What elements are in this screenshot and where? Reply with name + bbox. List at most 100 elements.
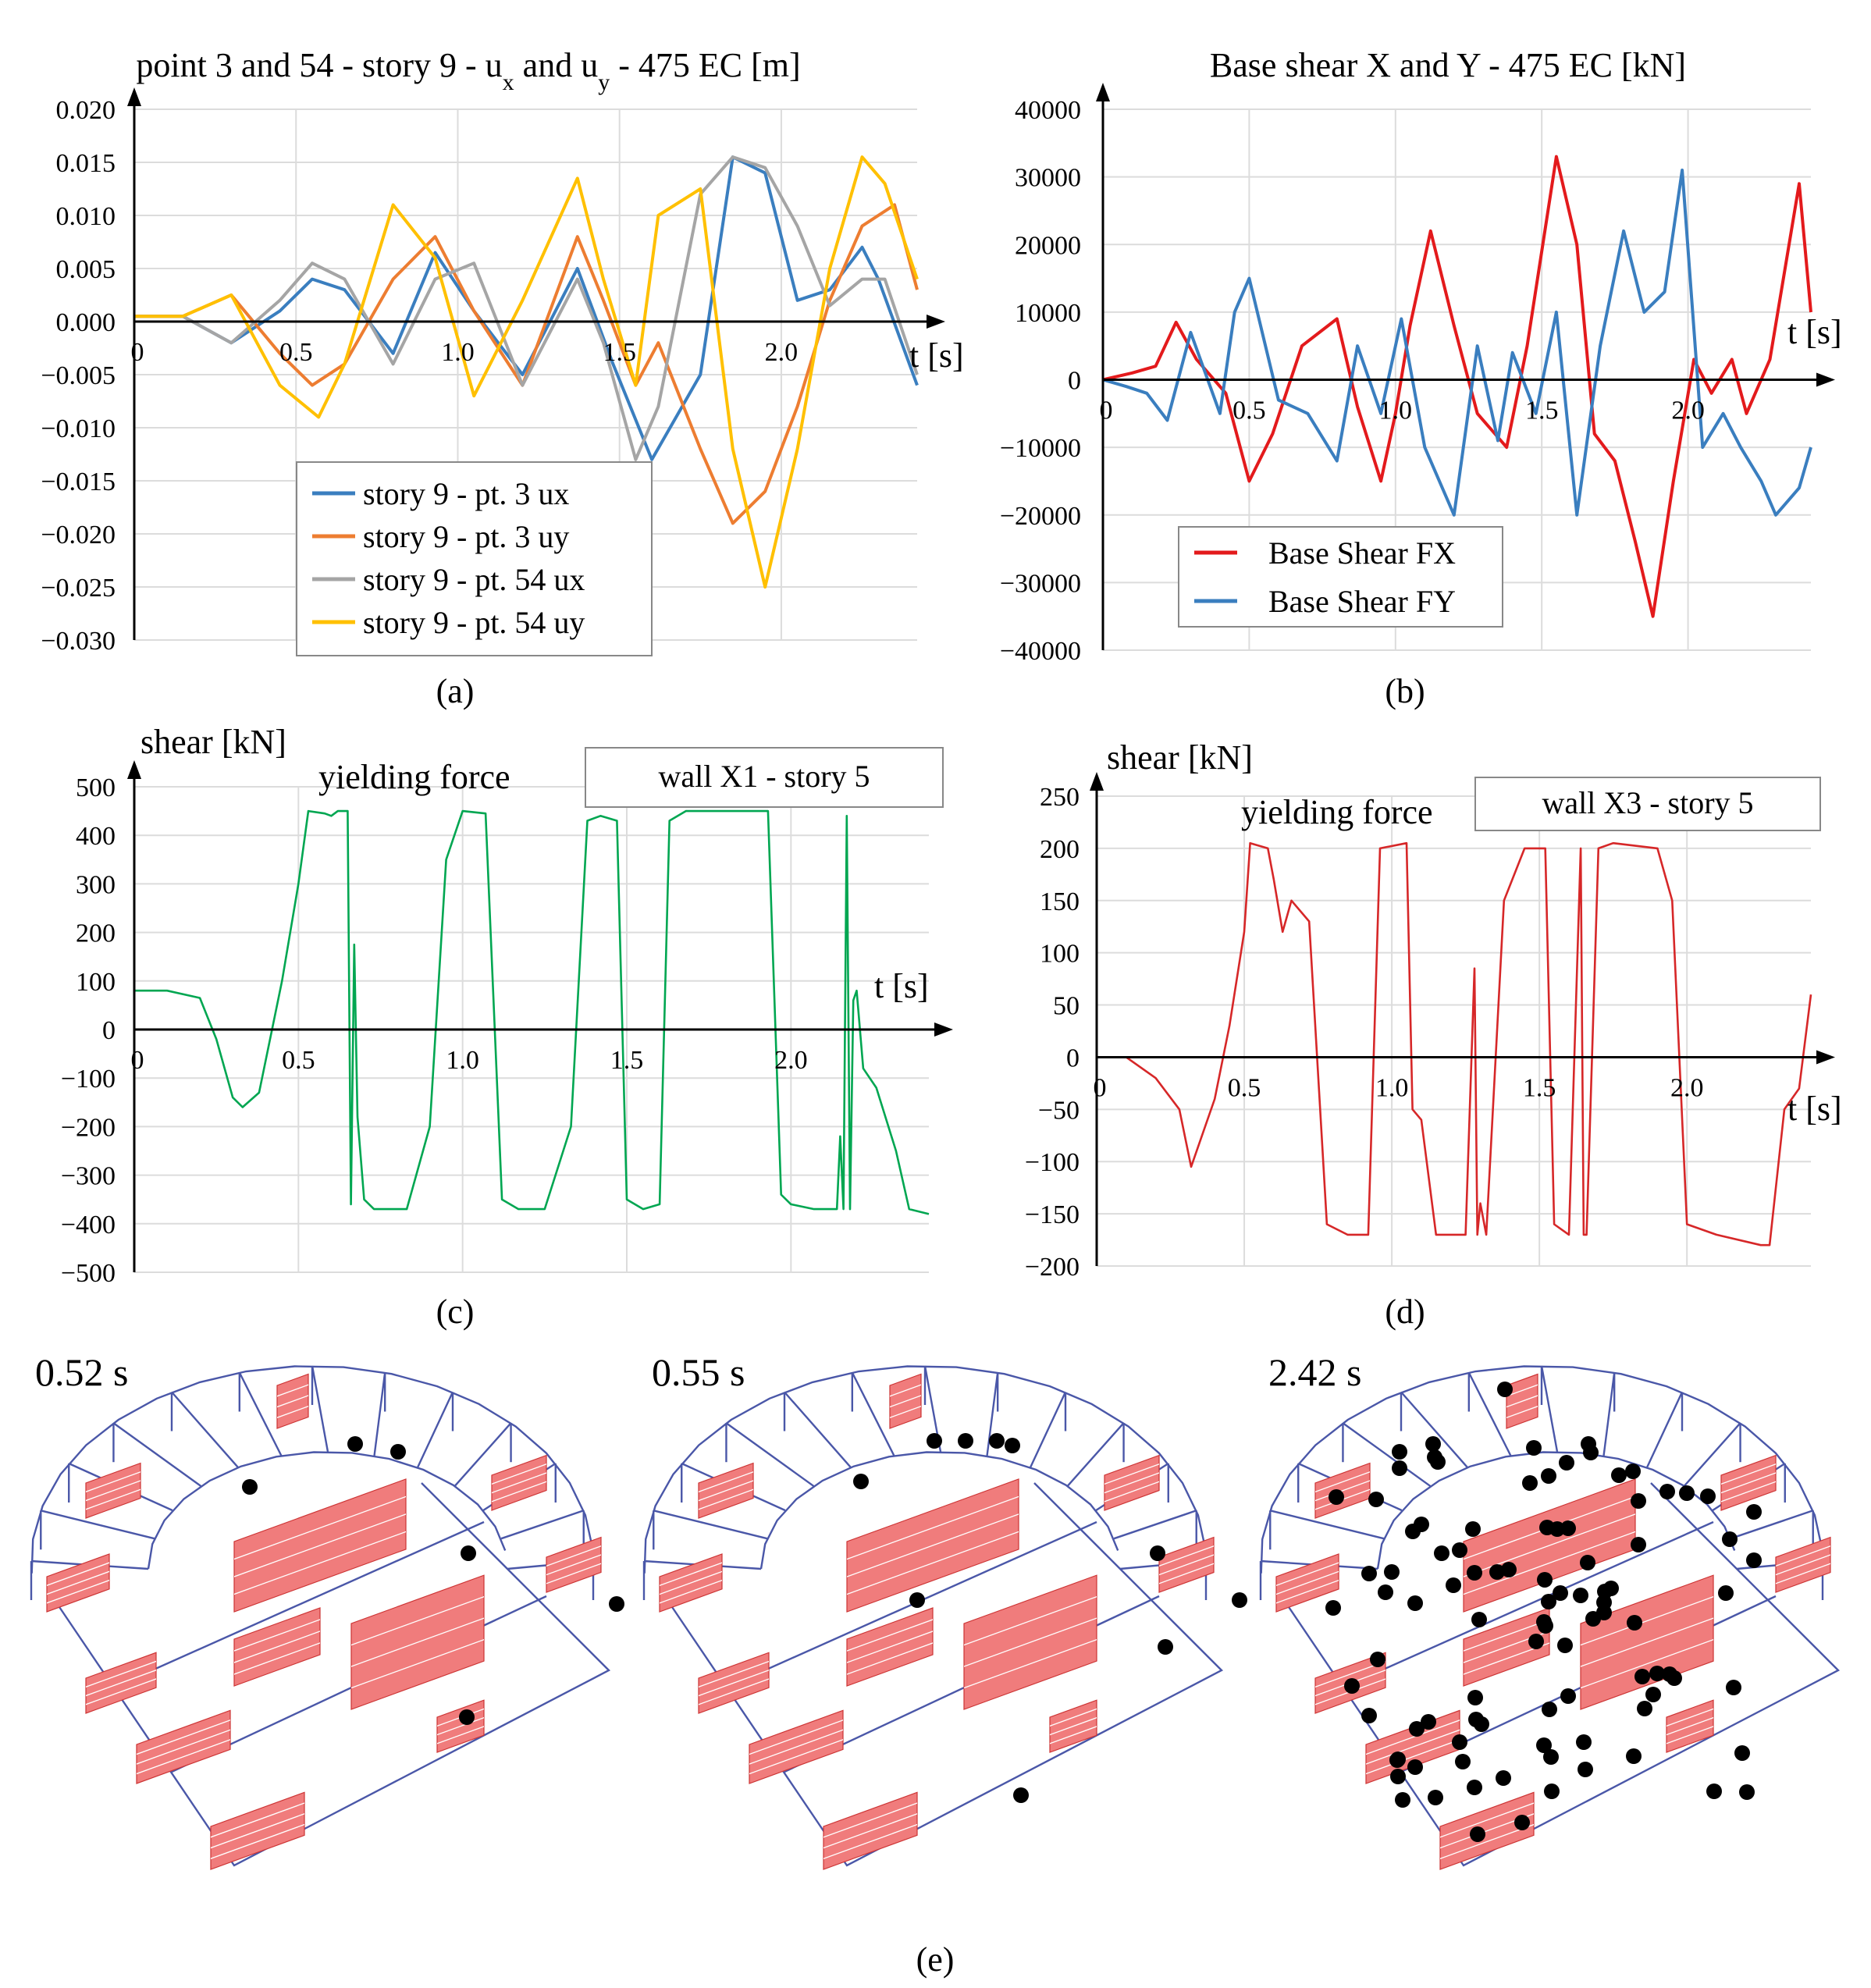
- plastic-hinge: [1662, 1666, 1677, 1682]
- plastic-hinge: [1470, 1826, 1485, 1842]
- plastic-hinge: [1344, 1678, 1360, 1694]
- caption-e: (e): [916, 1940, 955, 1979]
- outer-frame: [30, 1365, 594, 1574]
- chart-a-xlabel: t [s]: [909, 336, 964, 375]
- radial-beam: [500, 1510, 585, 1540]
- plastic-hinge: [1427, 1449, 1442, 1465]
- plastic-hinge: [1395, 1792, 1410, 1808]
- chart-b-legend-label: Base Shear FY: [1268, 584, 1456, 619]
- plastic-hinge: [1489, 1564, 1505, 1580]
- chart-d: 250 200 150 100 50 0 −50 −100 −150 −200 0 0.5 1.0 1.5…: [1025, 738, 1842, 1331]
- plastic-hinge: [1368, 1492, 1384, 1507]
- plastic-hinge: [1746, 1552, 1762, 1568]
- shear-wall: [1158, 1536, 1215, 1593]
- plastic-hinge: [1468, 1712, 1484, 1727]
- plastic-hinge: [1232, 1592, 1247, 1608]
- chart-c-ytick-label: −300: [61, 1162, 116, 1191]
- radial-beam: [851, 1371, 895, 1456]
- radial-beam: [725, 1422, 815, 1487]
- chart-d-xtick-label: 0.5: [1228, 1073, 1261, 1102]
- chart-a-ytick-label: −0.015: [41, 468, 116, 496]
- shear-wall: [823, 1791, 918, 1870]
- chart-c-ytick-label: −100: [61, 1065, 116, 1094]
- chart-c-ytick-label: 400: [76, 822, 116, 851]
- plastic-hinge: [1428, 1790, 1443, 1805]
- shear-wall: [1666, 1699, 1714, 1753]
- chart-b-xlabel: t [s]: [1787, 313, 1842, 351]
- structure-model-3: [1259, 1365, 1841, 1870]
- chart-c-y-arrow: [127, 760, 141, 779]
- plastic-hinge: [1528, 1634, 1544, 1649]
- chart-a-series-3: [134, 155, 919, 589]
- chart-c-xtick-label: 1.5: [610, 1046, 644, 1075]
- plastic-hinge: [1325, 1600, 1341, 1616]
- radial-beam: [238, 1371, 283, 1456]
- chart-b-xtick-label: 0.5: [1233, 397, 1266, 425]
- chart-b-ytick-label: 0: [1068, 367, 1081, 396]
- chart-d-ytick-label: −50: [1038, 1096, 1080, 1125]
- plastic-hinge: [1150, 1545, 1165, 1561]
- radial-beam: [1683, 1422, 1741, 1487]
- chart-d-ytick-label: 200: [1040, 835, 1080, 864]
- chart-c-legend-box: [585, 747, 944, 808]
- chart-b-xtick-label: 2.0: [1671, 397, 1705, 425]
- chart-d-y-arrow: [1090, 772, 1104, 791]
- plastic-hinge: [1549, 1521, 1565, 1537]
- plastic-hinge: [1739, 1784, 1755, 1800]
- chart-a-ytick-label: −0.010: [41, 414, 116, 443]
- plastic-hinge: [1467, 1780, 1482, 1795]
- radial-beam: [1269, 1510, 1385, 1540]
- chart-a-legend-label: story 9 - pt. 3 ux: [363, 476, 569, 511]
- chart-d-ytick-label: −100: [1025, 1148, 1080, 1177]
- chart-c-ytick-label: 0: [102, 1016, 116, 1045]
- plastic-hinge: [1637, 1701, 1652, 1716]
- plastic-hinge: [347, 1436, 363, 1452]
- plastic-hinge: [1446, 1577, 1461, 1593]
- plastic-hinge: [927, 1433, 942, 1449]
- chart-a-xtick-label: 0.5: [279, 338, 313, 367]
- plastic-hinge: [1645, 1687, 1661, 1702]
- chart-d-ytick-label: 0: [1066, 1044, 1080, 1072]
- plastic-hinge: [1625, 1463, 1641, 1479]
- plastic-hinge: [1434, 1545, 1449, 1561]
- chart-d-series-0: [1097, 841, 1812, 1247]
- chart-a-series-2: [134, 155, 919, 461]
- plastic-hinge: [1596, 1605, 1612, 1620]
- plastic-hinge: [1578, 1762, 1593, 1777]
- plastic-hinge: [1726, 1680, 1741, 1695]
- chart-a-legend-label: story 9 - pt. 54 uy: [363, 605, 585, 640]
- lower-wing-frame: [667, 1482, 1224, 1867]
- plastic-hinge: [1541, 1468, 1556, 1484]
- chart-d-xlabel: t [s]: [1787, 1090, 1842, 1128]
- shear-wall: [889, 1373, 922, 1429]
- shear-wall: [546, 1536, 602, 1593]
- chart-a-ytick-label: 0.020: [56, 96, 116, 125]
- chart-d-legend-label: wall X3 - story 5: [1542, 785, 1753, 820]
- plastic-hinge: [1425, 1436, 1441, 1452]
- outer-frame: [643, 1365, 1207, 1574]
- radial-beam: [653, 1510, 768, 1540]
- chart-a-ytick-label: 0.015: [56, 149, 116, 178]
- plastic-hinge: [1005, 1438, 1020, 1453]
- chart-c-ytick-label: −500: [61, 1259, 116, 1288]
- chart-a-ytick-label: −0.025: [41, 574, 116, 603]
- radial-beam: [1066, 1422, 1125, 1487]
- lower-wing-frame: [1283, 1482, 1841, 1867]
- plastic-hinge: [1553, 1585, 1568, 1601]
- lower-wing-beam: [1346, 1520, 1714, 1687]
- plastic-hinge: [390, 1444, 406, 1460]
- plastic-hinge: [1384, 1564, 1400, 1580]
- caption-c: (c): [436, 1293, 475, 1331]
- plastic-hinge: [853, 1474, 869, 1489]
- plastic-hinge: [1496, 1770, 1511, 1786]
- chart-b-x-arrow: [1816, 372, 1835, 387]
- chart-b-ytick-label: −20000: [1000, 502, 1081, 531]
- chart-a-series-0: [134, 155, 919, 461]
- plastic-hinge: [1734, 1745, 1750, 1761]
- chart-b-y-arrow: [1096, 83, 1110, 101]
- radial-beam: [1400, 1391, 1468, 1468]
- plastic-hinge: [1501, 1562, 1517, 1577]
- chart-d-ytick-label: 50: [1053, 992, 1080, 1021]
- caption-a: (a): [436, 672, 475, 710]
- plastic-hinge: [1560, 1688, 1576, 1704]
